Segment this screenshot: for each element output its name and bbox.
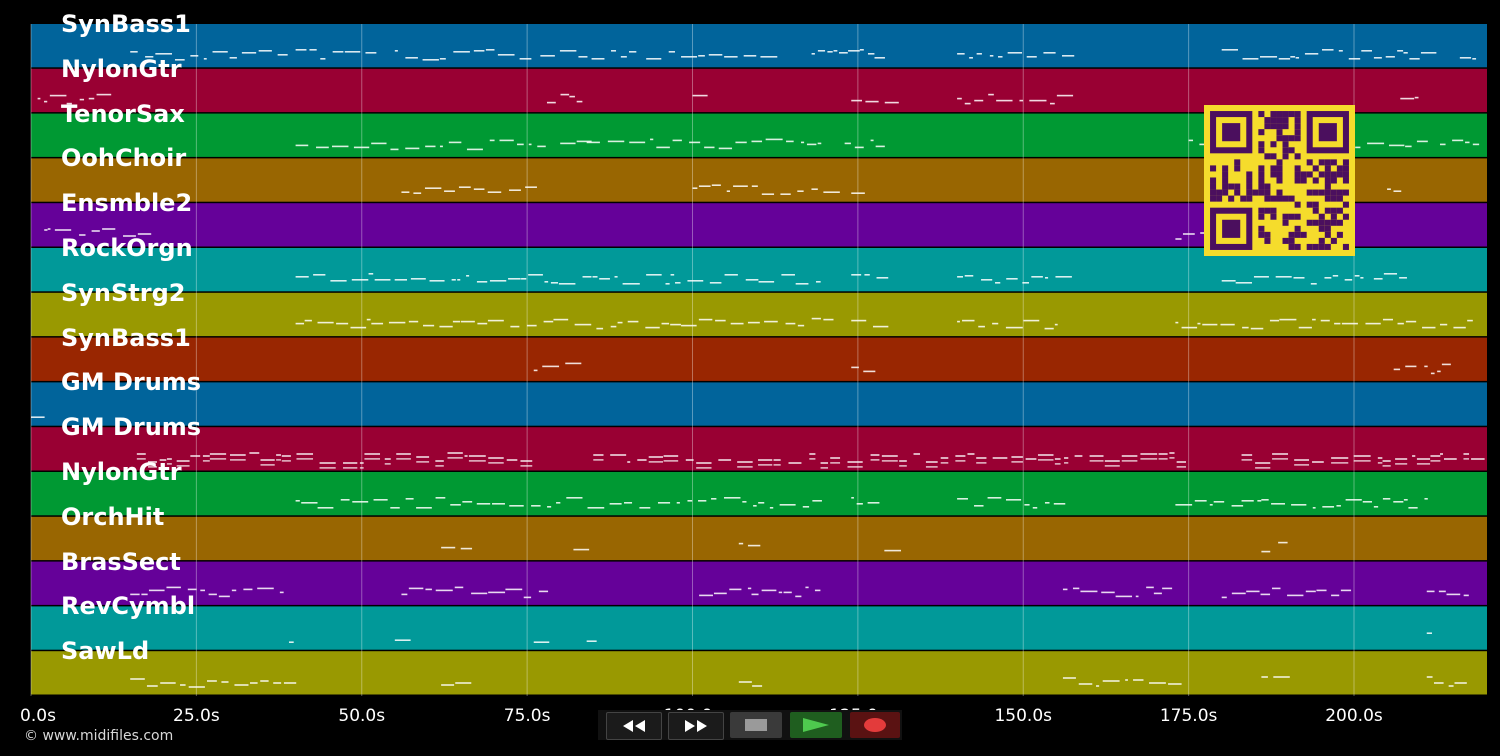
time-tick-label: 50.0s [338, 706, 386, 726]
track-label: SynBass1 [61, 10, 191, 38]
stop-icon [745, 719, 767, 731]
track-label: NylonGtr [61, 54, 182, 83]
record-icon [864, 718, 886, 732]
time-tick-label: 25.0s [173, 706, 220, 726]
time-tick-label: 200.0s [1325, 706, 1383, 726]
transport-controls [598, 710, 902, 740]
play-button[interactable] [790, 712, 842, 738]
time-tick-label: 75.0s [503, 706, 551, 726]
track-label: BrasSect [61, 547, 181, 576]
rewind-icon [623, 720, 645, 732]
record-button[interactable] [850, 712, 900, 738]
track-lane[interactable] [31, 68, 1487, 113]
track-label: RevCymbl [61, 592, 196, 621]
track-lane[interactable] [31, 561, 1487, 605]
track-label: GM Drums [61, 413, 202, 442]
track-lane[interactable] [31, 292, 1487, 337]
midi-notes [31, 49, 1485, 688]
track-lane[interactable] [31, 651, 1487, 695]
track-label: OrchHit [61, 502, 165, 531]
track-label: SynStrg2 [61, 278, 186, 307]
track-label: TenorSax [61, 99, 185, 128]
track-label: SynBass1 [61, 323, 191, 352]
track-label: OohChoir [61, 144, 187, 173]
fast-forward-icon [685, 720, 707, 732]
track-lane[interactable] [31, 472, 1487, 516]
qr-code [1204, 105, 1355, 256]
play-icon [803, 718, 829, 732]
track-lane[interactable] [31, 516, 1487, 561]
track-lane[interactable] [31, 427, 1487, 471]
track-label: SawLd [61, 637, 150, 666]
track-label: RockOrgn [61, 234, 193, 262]
fast-forward-button[interactable] [668, 712, 724, 740]
track-lane[interactable] [31, 606, 1487, 650]
track-label: GM Drums [61, 368, 202, 397]
time-tick-label: 0.0s [20, 706, 56, 726]
copyright-text: © www.midifiles.com [24, 728, 174, 744]
track-label: NylonGtr [61, 458, 182, 486]
stop-button[interactable] [730, 712, 782, 738]
time-tick-label: 175.0s [1159, 706, 1218, 726]
time-tick-label: 150.0s [994, 706, 1053, 726]
track-label: Ensmble2 [61, 189, 193, 218]
track-lane[interactable] [31, 382, 1487, 426]
track-lane[interactable] [31, 24, 1487, 68]
rewind-button[interactable] [606, 712, 662, 740]
track-lane[interactable] [31, 337, 1487, 381]
